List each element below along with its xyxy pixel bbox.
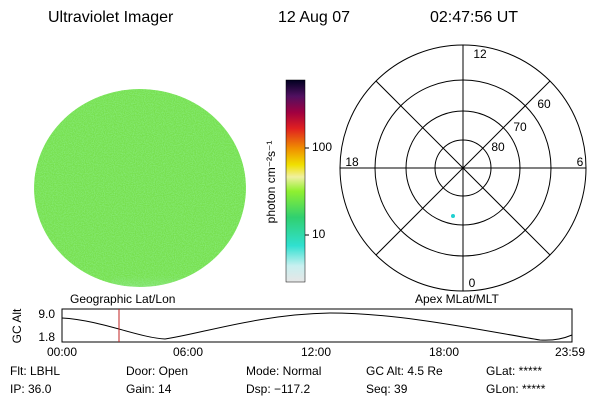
x-tick-label: 06:00 xyxy=(173,345,203,359)
y-tick-label: 1.8 xyxy=(38,330,55,344)
info-field: Door: Open xyxy=(126,364,188,378)
polar-grid xyxy=(339,44,587,292)
y-tick-label: 9.0 xyxy=(38,307,55,321)
colorbar xyxy=(285,79,306,283)
info-field: Mode: Normal xyxy=(246,364,321,378)
time: 02:47:56 UT xyxy=(430,9,518,26)
colorbar-tick-label: 10 xyxy=(312,227,326,241)
info-field: GLon: ***** xyxy=(486,382,546,396)
x-tick-label: 23:59 xyxy=(555,345,585,359)
colorbar-tick-label: 100 xyxy=(312,140,332,154)
x-tick-label: 12:00 xyxy=(301,345,331,359)
polar-label: 18 xyxy=(345,155,359,169)
polar-label: 80 xyxy=(491,140,505,154)
info-field: Gain: 14 xyxy=(126,382,172,396)
info-field: Seq: 39 xyxy=(366,382,408,396)
x-tick-label: 00:00 xyxy=(47,345,77,359)
info-field: Dsp: −117.2 xyxy=(246,382,310,396)
polar-label: 70 xyxy=(513,120,527,134)
plot-left-title: Geographic Lat/Lon xyxy=(70,292,175,306)
plot-right-title: Apex MLat/MLT xyxy=(415,292,499,306)
y-axis-label: GC Alt xyxy=(10,308,24,343)
info-field: GC Alt: 4.5 Re xyxy=(366,364,443,378)
polar-label: 12 xyxy=(473,47,487,61)
instrument-title: Ultraviolet Imager xyxy=(48,9,174,26)
plot-frame xyxy=(61,308,573,343)
info-field: Flt: LBHL xyxy=(10,364,60,378)
info-field: IP: 36.0 xyxy=(10,382,52,396)
altitude-curve xyxy=(61,312,573,341)
polar-label: 6 xyxy=(577,155,584,169)
info-field: GLat: ***** xyxy=(486,364,542,378)
x-tick-label: 18:00 xyxy=(429,345,459,359)
polar-point xyxy=(451,214,455,218)
date: 12 Aug 07 xyxy=(278,9,350,26)
colorbar-label: photon cm⁻²s⁻¹ xyxy=(264,141,278,224)
polar-label: 0 xyxy=(469,276,476,290)
polar-label: 60 xyxy=(537,97,551,111)
